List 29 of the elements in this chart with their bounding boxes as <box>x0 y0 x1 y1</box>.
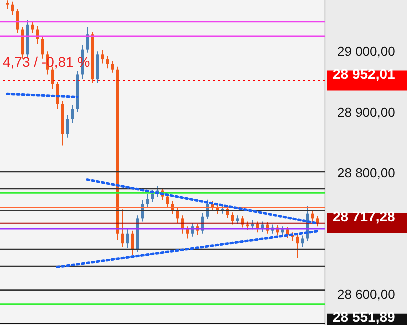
candlestick <box>301 235 304 248</box>
candlestick <box>151 190 154 203</box>
ref-line-label: 28 952,01 <box>333 66 396 82</box>
ref-line-label: 28 551,89 <box>333 308 396 325</box>
candlestick <box>41 36 44 60</box>
candlestick <box>316 216 319 228</box>
ref-line-label: 28 717,28 <box>333 208 396 224</box>
y-tick-label: 28 900,00 <box>338 104 396 120</box>
candlestick <box>296 234 299 259</box>
candlestick <box>101 50 104 64</box>
candlestick <box>146 194 149 208</box>
candlestick <box>71 104 74 124</box>
y-tick-label: 29 000,00 <box>338 44 396 60</box>
candlestick <box>31 20 34 34</box>
candlestick <box>16 8 19 34</box>
candlestick <box>111 60 114 74</box>
candlestick <box>231 212 234 226</box>
y-tick-label: 28 600,00 <box>338 287 396 302</box>
candlestick <box>251 220 254 230</box>
candlestick <box>311 210 314 223</box>
candlestick <box>86 26 89 54</box>
candlestick <box>106 56 109 70</box>
candlestick <box>131 230 134 256</box>
candlestick <box>256 221 259 234</box>
candlestick <box>126 228 129 249</box>
y-tick-label: 28 800,00 <box>338 166 396 181</box>
candlestick <box>66 114 69 138</box>
candlestick <box>11 1 14 16</box>
candlestick <box>121 209 124 248</box>
